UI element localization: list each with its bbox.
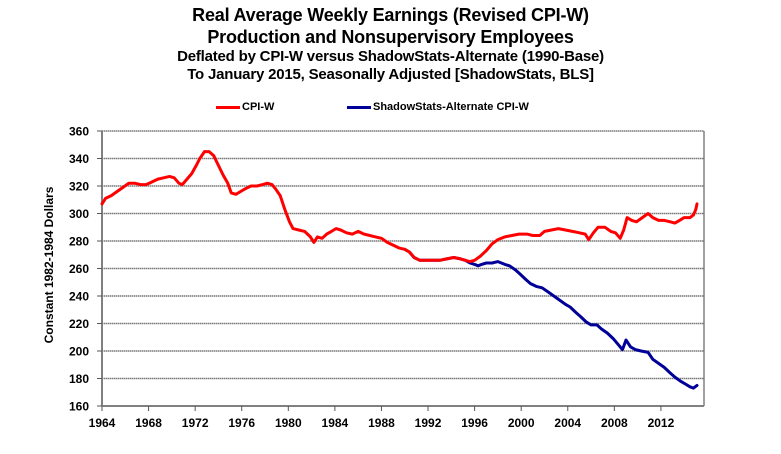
x-tick-labels: 1964 1968 1972 1976 1980 1984 1988 1992 1996 2000… xyxy=(89,406,675,430)
legend-swatch-cpi-w xyxy=(216,105,240,109)
x-tick-label-1980: 1980 xyxy=(275,416,302,430)
y-tick-label-220: 220 xyxy=(69,317,89,331)
chart-subtitle-3: To January 2015, Seasonally Adjusted [Sh… xyxy=(187,66,594,83)
y-tick-label-280: 280 xyxy=(69,235,89,249)
y-tick-label-240: 240 xyxy=(69,290,89,304)
x-tick-label-2008: 2008 xyxy=(601,416,628,430)
legend-item-shadowstats: ShadowStats-Alternate CPI-W xyxy=(347,101,529,113)
y-tick-label-160: 160 xyxy=(69,400,89,414)
legend-swatch-shadowstats xyxy=(347,105,371,109)
chart-title: Real Average Weekly Earnings (Revised CP… xyxy=(192,5,589,25)
x-tick-label-1992: 1992 xyxy=(415,416,442,430)
x-tick-label-1996: 1996 xyxy=(461,416,488,430)
x-tick-label-2012: 2012 xyxy=(648,416,675,430)
y-tick-label-340: 340 xyxy=(69,152,89,166)
legend-label-cpi-w: CPI-W xyxy=(242,101,275,113)
legend-item-cpi-w: CPI-W xyxy=(216,101,274,113)
chart-subtitle-2: Deflated by CPI-W versus ShadowStats-Alt… xyxy=(177,48,604,65)
y-tick-label-260: 260 xyxy=(69,262,89,276)
x-tick-label-2004: 2004 xyxy=(554,416,581,430)
legend-label-shadowstats: ShadowStats-Alternate CPI-W xyxy=(373,101,529,113)
y-tick-labels: 160 180 200 220 240 260 280 300 320 340 360 xyxy=(69,125,102,414)
x-tick-label-1988: 1988 xyxy=(368,416,395,430)
legend: CPI-W ShadowStats-Alternate CPI-W xyxy=(0,101,781,115)
y-tick-label-300: 300 xyxy=(69,207,89,221)
y-tick-label-180: 180 xyxy=(69,372,89,386)
x-tick-label-1968: 1968 xyxy=(135,416,162,430)
y-tick-label-200: 200 xyxy=(69,345,89,359)
series-line-cpi-w xyxy=(100,150,699,264)
chart-title-block: Real Average Weekly Earnings (Revised CP… xyxy=(0,4,781,84)
x-tick-label-2000: 2000 xyxy=(508,416,535,430)
series-line-shadowstats xyxy=(403,247,699,390)
x-tick-label-1984: 1984 xyxy=(322,416,349,430)
x-tick-label-1964: 1964 xyxy=(89,416,116,430)
chart-subtitle-1: Production and Nonsupervisory Employees xyxy=(207,27,574,47)
x-tick-label-1976: 1976 xyxy=(228,416,255,430)
series-lines xyxy=(100,150,699,390)
y-tick-label-320: 320 xyxy=(69,180,89,194)
x-tick-label-1972: 1972 xyxy=(182,416,209,430)
y-tick-label-360: 360 xyxy=(69,125,89,139)
